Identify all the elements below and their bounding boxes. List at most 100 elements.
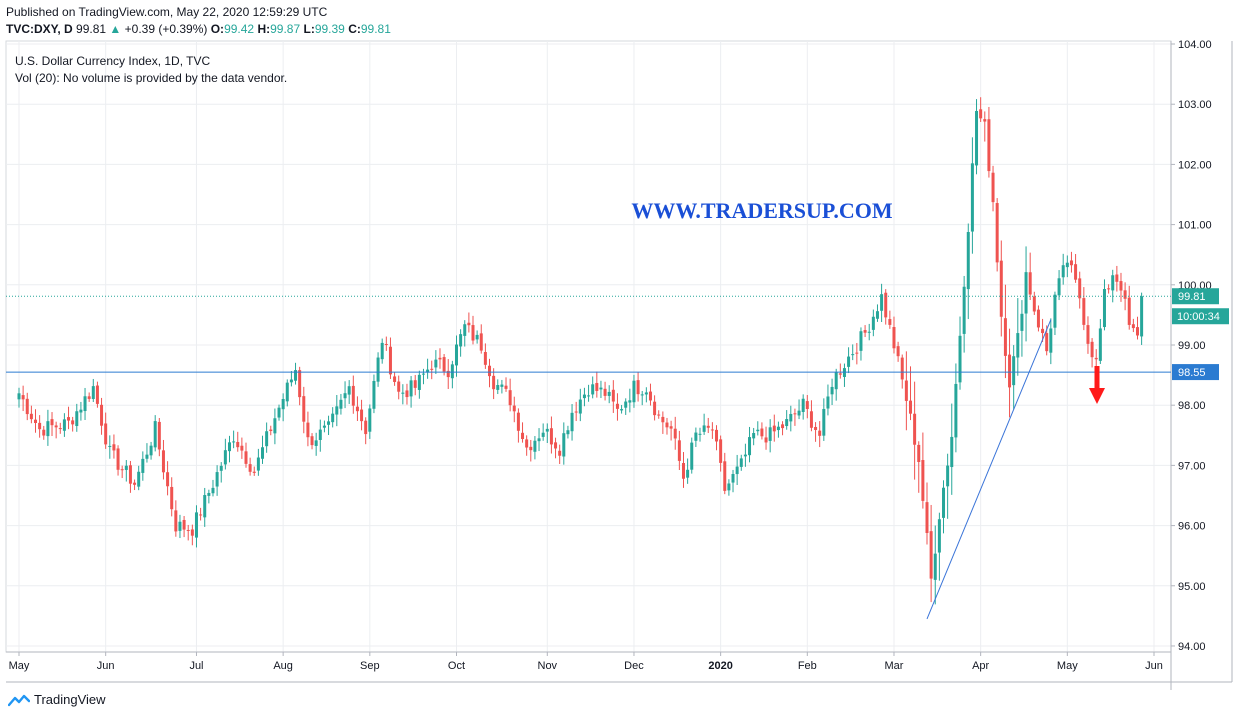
candle-body [673,428,677,439]
candle-body [58,428,62,430]
candle-body [1115,274,1119,282]
candle-body [232,441,236,443]
candle-body [54,425,58,428]
candle-body [182,519,186,530]
candle-body [743,454,747,457]
candle-body [975,110,979,166]
candle-body [450,364,454,379]
watermark-text: WWW.TRADERSUP.COM [631,198,892,223]
candle-body [1098,328,1102,361]
candle-body [261,447,265,459]
candle-body [706,425,710,428]
candle-body [1024,272,1028,314]
candle-body [830,386,834,395]
candle-body [578,399,582,414]
candle-body [219,465,223,471]
candle-body [112,444,116,451]
candle-body [360,409,364,422]
candle-body [413,380,417,388]
candle-body [1123,290,1127,299]
candle-body [434,359,438,368]
x-tick-label: Aug [273,660,293,672]
candle-body [1045,333,1049,352]
candle-body [896,346,900,357]
candle-body [1016,333,1020,358]
ohlc-line: TVC:DXY, D 99.81 ▲ +0.39 (+0.39%) O:99.4… [6,22,391,36]
candle-body [983,119,987,122]
candle-body [731,474,735,483]
candle-body [607,391,611,396]
candle-body [298,370,302,398]
candle-body [653,401,657,416]
candle-body [104,423,108,445]
candle-body [405,390,409,398]
y-tick-label: 103.00 [1178,99,1212,111]
candle-body [351,385,355,406]
tradingview-logo-icon [7,693,31,707]
candle-body [805,401,809,409]
support-price-tag [1172,364,1219,381]
candle-body [937,519,941,553]
candle-body [438,357,442,360]
candle-body [801,398,805,412]
candle-body [1135,327,1139,336]
candle-body [694,432,698,441]
candle-body [958,335,962,383]
candle-body [504,385,508,389]
candle-body [999,260,1003,317]
candle-body [1140,296,1144,337]
candle-body [772,425,776,432]
candle-body [624,401,628,408]
candle-body [442,357,446,372]
candle-body [768,427,772,441]
candle-body [273,418,277,434]
candle-body [108,445,112,447]
candle-body [50,419,54,426]
candle-body [681,463,685,479]
candle-body [417,374,421,390]
x-tick-label: Mar [885,660,904,672]
candle-body [587,395,591,397]
candle-body [393,376,397,382]
candle-body [1086,325,1090,344]
candle-body [809,411,813,428]
candle-body [380,342,384,360]
candle-body [145,454,149,459]
candle-body [1028,272,1032,295]
candle-body [665,422,669,428]
candle-body [599,387,603,390]
candle-body [149,445,153,456]
candle-body [166,472,170,487]
candle-body [194,512,198,538]
candle-body [632,380,636,403]
candle-body [797,410,801,416]
candle-body [170,486,174,510]
close-value: 99.81 [360,22,391,36]
x-tick-label: Oct [448,660,465,672]
candle-body [686,469,690,478]
candle-body [591,384,595,395]
change-value: +0.39 (+0.39%) [124,22,208,36]
candle-body [764,437,768,443]
candle-body [91,386,95,399]
candle-body [1102,289,1106,328]
candle-body [67,417,71,421]
candle-body [950,436,954,468]
footer[interactable]: TradingView [7,692,106,707]
candle-body [776,426,780,431]
candle-body [1127,297,1131,325]
candle-body [925,502,929,533]
candle-body [454,344,458,366]
candle-body [760,428,764,437]
candle-body [252,471,256,473]
candle-body [644,392,648,395]
candle-body [322,425,326,428]
candle-body [265,431,269,447]
candle-body [979,109,983,119]
candle-body [376,357,380,382]
candle-body [281,398,285,410]
y-tick-label: 96.00 [1178,521,1206,533]
candle-body [867,331,871,333]
candle-body [739,458,743,467]
